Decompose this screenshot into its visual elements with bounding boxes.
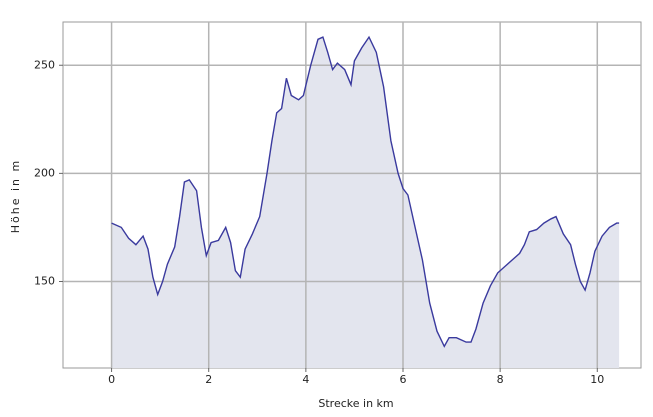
area-fill bbox=[111, 37, 620, 368]
elevation-line bbox=[111, 35, 620, 348]
x-tick-label: 10 bbox=[590, 373, 604, 386]
y-tick-label: 150 bbox=[34, 275, 55, 288]
x-tick-label: 2 bbox=[205, 373, 212, 386]
x-tick-label: 6 bbox=[400, 373, 407, 386]
y-tick-label: 250 bbox=[34, 58, 55, 71]
y-axis-label: Höhe in m bbox=[9, 159, 22, 233]
x-axis-label: Strecke in km bbox=[318, 397, 393, 410]
y-tick-label: 200 bbox=[34, 166, 55, 179]
x-tick-label: 8 bbox=[497, 373, 504, 386]
x-tick-label: 4 bbox=[302, 373, 309, 386]
x-tick-label: 0 bbox=[108, 373, 115, 386]
